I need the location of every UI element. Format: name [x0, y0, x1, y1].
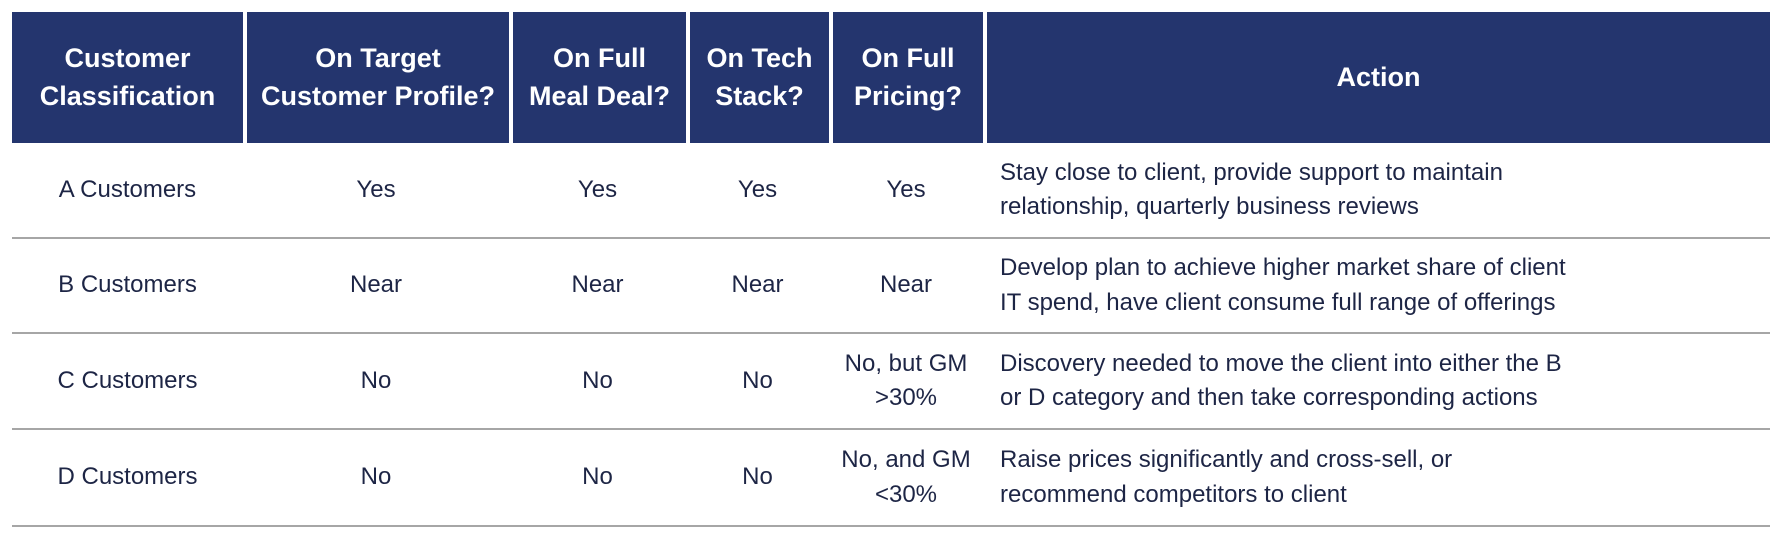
cell-action: Raise prices significantly and cross-sel…	[1000, 446, 1453, 508]
column-header-tech-stack: On Tech Stack?	[686, 12, 829, 143]
table-row-c-customers: C Customers No No No No, but GM >30% Dis…	[12, 332, 1770, 428]
table-body: A Customers Yes Yes Yes Yes Stay close t…	[12, 143, 1770, 527]
column-header-full-meal-deal: On Full Meal Deal?	[509, 12, 686, 143]
cell-meal-deal: Yes	[577, 175, 618, 203]
cell-target-profile: No	[360, 366, 392, 394]
column-header-customer-classification: Customer Classification	[12, 12, 243, 143]
cell-action: Discovery needed to move the client into…	[1000, 349, 1562, 411]
cell-pricing: Yes	[886, 175, 926, 203]
table-row-d-customers: D Customers No No No No, and GM <30% Rai…	[12, 428, 1770, 525]
cell-target-profile: Near	[349, 271, 403, 299]
cell-tech-stack: No	[742, 463, 773, 491]
cell-action: Stay close to client, provide support to…	[1000, 158, 1503, 220]
column-header-target-customer-profile: On Target Customer Profile?	[243, 12, 509, 143]
cell-pricing: No, and GM <30%	[841, 446, 971, 508]
cell-tech-stack: No	[742, 366, 773, 394]
customer-classification-table: Customer Classification On Target Custom…	[12, 12, 1770, 527]
cell-target-profile: No	[360, 463, 392, 491]
cell-meal-deal: Near	[571, 271, 624, 299]
cell-classification: C Customers	[57, 366, 198, 394]
table-row-b-customers: B Customers Near Near Near Near Develop …	[12, 237, 1770, 332]
cell-classification: D Customers	[57, 463, 198, 491]
cell-pricing: Near	[879, 271, 933, 299]
cell-action: Develop plan to achieve higher market sh…	[1000, 254, 1566, 316]
cell-pricing: No, but GM >30%	[844, 349, 968, 411]
cell-tech-stack: Near	[731, 271, 784, 299]
table-row-a-customers: A Customers Yes Yes Yes Yes Stay close t…	[12, 143, 1770, 237]
cell-target-profile: Yes	[356, 175, 396, 203]
cell-tech-stack: Yes	[737, 175, 778, 203]
cell-meal-deal: No	[582, 463, 613, 491]
cell-meal-deal: No	[582, 366, 613, 394]
cell-classification: B Customers	[58, 271, 197, 299]
cell-classification: A Customers	[58, 175, 197, 203]
table-header-row: Customer Classification On Target Custom…	[12, 12, 1770, 143]
column-header-action: Action	[983, 12, 1770, 143]
column-header-full-pricing: On Full Pricing?	[829, 12, 983, 143]
